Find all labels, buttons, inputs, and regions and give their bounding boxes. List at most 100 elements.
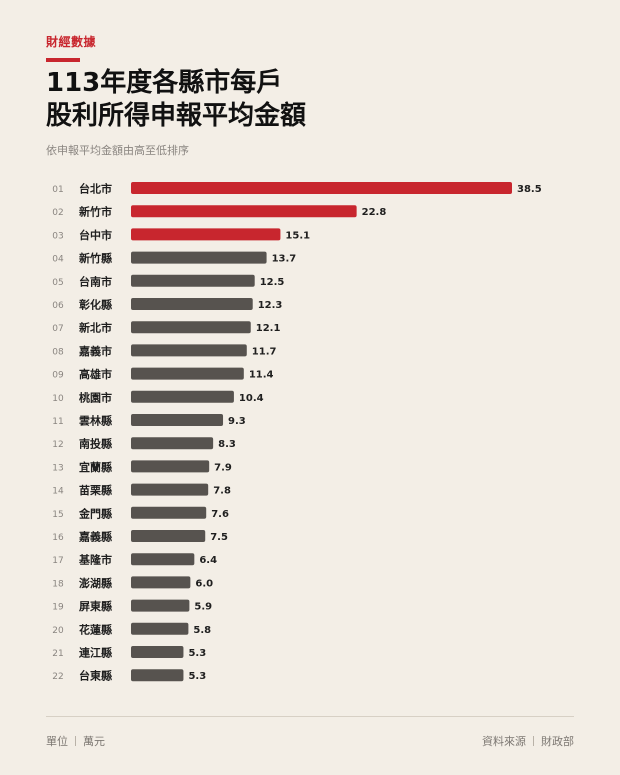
- value-label: 10.4: [239, 393, 264, 404]
- rank-label: 06: [52, 301, 64, 311]
- category-label: 彰化縣: [79, 298, 112, 312]
- page-title: 113年度各縣市每戶 股利所得申報平均金額: [46, 67, 306, 133]
- category-label: 澎湖縣: [79, 576, 112, 590]
- category-label: 台北市: [79, 182, 112, 196]
- rank-label: 17: [52, 556, 63, 566]
- rank-label: 08: [52, 347, 64, 357]
- bar: [131, 274, 255, 287]
- category-label: 苗栗縣: [79, 483, 112, 497]
- bar: [131, 182, 512, 194]
- value-label: 7.8: [213, 486, 231, 497]
- subtitle: 依申報平均金額由高至低排序: [46, 144, 189, 157]
- bar: [131, 228, 281, 241]
- source-label: 資料來源: [482, 735, 526, 748]
- category-label: 台中市: [79, 228, 112, 242]
- bar: [131, 553, 195, 566]
- category-label: 新竹縣: [79, 251, 112, 265]
- value-label: 5.9: [194, 602, 212, 613]
- rank-label: 20: [52, 626, 64, 636]
- bar: [131, 367, 244, 380]
- value-label: 38.5: [517, 184, 542, 195]
- rank-label: 01: [52, 185, 63, 195]
- value-label: 6.4: [199, 555, 217, 566]
- category-label: 嘉義縣: [78, 530, 112, 544]
- rank-label: 02: [52, 208, 63, 218]
- bar: [131, 576, 191, 589]
- unit-separator: [75, 736, 76, 746]
- rank-label: 12: [52, 440, 63, 450]
- bar: [131, 205, 357, 218]
- bar: [131, 599, 190, 612]
- rank-label: 18: [52, 579, 64, 589]
- value-label: 12.1: [256, 323, 281, 334]
- value-label: 8.3: [218, 439, 236, 450]
- rank-label: 04: [52, 255, 64, 265]
- value-label: 12.5: [260, 277, 285, 288]
- rank-label: 13: [52, 463, 63, 473]
- rank-label: 03: [52, 231, 63, 241]
- value-label: 6.0: [195, 578, 213, 589]
- rank-label: 15: [52, 510, 63, 520]
- value-label: 5.8: [193, 625, 211, 636]
- category-label: 台東縣: [79, 669, 112, 683]
- bar: [131, 460, 210, 473]
- value-label: 9.3: [228, 416, 246, 427]
- bar: [131, 390, 234, 403]
- category-label: 雲林縣: [79, 414, 112, 428]
- rank-label: 16: [52, 533, 64, 543]
- value-label: 7.9: [214, 462, 232, 473]
- category-label: 新北市: [79, 321, 112, 335]
- bar: [131, 530, 206, 542]
- value-label: 13.7: [272, 254, 297, 265]
- bar: [131, 622, 189, 635]
- unit-value: 萬元: [83, 735, 105, 748]
- kicker-label: 財經數據: [46, 35, 97, 49]
- bar: [131, 506, 207, 519]
- category-label: 高雄市: [79, 367, 112, 381]
- footer-divider: [46, 716, 574, 717]
- bar: [131, 669, 184, 682]
- rank-label: 11: [52, 417, 63, 427]
- rank-label: 14: [52, 487, 64, 497]
- value-label: 5.3: [188, 648, 206, 659]
- category-label: 南投縣: [79, 437, 112, 451]
- category-label: 嘉義市: [78, 344, 112, 358]
- value-label: 12.3: [258, 300, 283, 311]
- bar-chart: 01 台北市 38.5 02 新竹市 22.8 03 台中市 15.1 04 新竹縣 13.7 05 台南…: [52, 182, 542, 683]
- unit-label: 單位: [46, 735, 68, 748]
- bar: [131, 646, 184, 658]
- source-separator: [533, 736, 534, 746]
- rank-label: 07: [52, 324, 63, 334]
- rank-label: 22: [52, 672, 63, 682]
- category-label: 屏東縣: [79, 599, 112, 613]
- bar: [131, 344, 247, 357]
- category-label: 花蓮縣: [79, 622, 112, 636]
- title-line-1: 113年度各縣市每戶: [46, 68, 283, 98]
- value-label: 7.6: [211, 509, 229, 520]
- unit-note: 單位 萬元: [46, 733, 105, 749]
- title-line-2: 股利所得申報平均金額: [46, 101, 307, 131]
- bar: [131, 251, 267, 264]
- category-label: 宜蘭縣: [79, 460, 112, 474]
- bar: [131, 298, 253, 310]
- category-label: 新竹市: [79, 205, 112, 219]
- value-label: 22.8: [362, 207, 387, 218]
- value-label: 11.4: [249, 370, 274, 381]
- rank-label: 19: [52, 603, 64, 613]
- value-label: 5.3: [188, 671, 206, 682]
- rank-label: 09: [52, 371, 64, 381]
- rank-label: 05: [52, 278, 63, 288]
- value-label: 7.5: [210, 532, 228, 543]
- rank-label: 21: [52, 649, 63, 659]
- value-label: 15.1: [285, 230, 310, 241]
- category-label: 連江縣: [79, 646, 112, 660]
- source-value: 財政部: [541, 735, 574, 748]
- bar: [131, 414, 224, 426]
- bar: [131, 321, 251, 334]
- source-note: 資料來源 財政部: [482, 733, 574, 749]
- category-label: 桃園市: [79, 390, 112, 404]
- bar: [131, 483, 209, 496]
- bar: [131, 437, 214, 450]
- category-label: 基隆市: [78, 553, 112, 567]
- category-label: 金門縣: [78, 506, 112, 520]
